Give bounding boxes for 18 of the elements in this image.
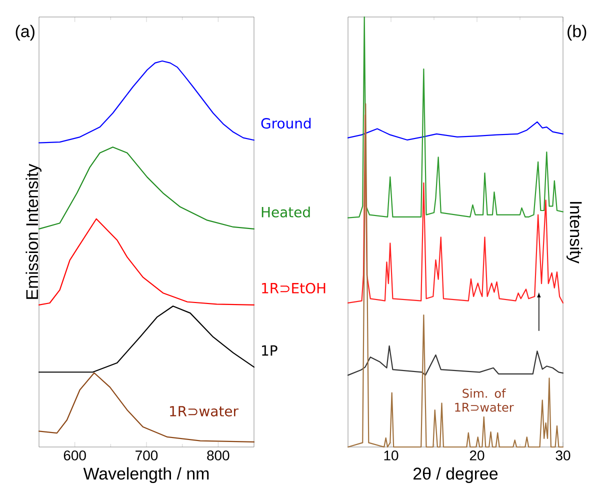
chart-title: (a) — [16, 24, 34, 41]
series-label: Sim. of 1R⊃water — [455, 388, 514, 412]
series-label: 1P — [262, 345, 278, 356]
x-tick-label: 600 — [64, 450, 86, 460]
x-axis-title: 2θ / degree — [414, 467, 498, 484]
x-tick-label: 800 — [207, 450, 230, 460]
x-tick-label: 20 — [470, 450, 484, 460]
y-axis-title: Intensity — [566, 202, 582, 264]
x-tick-label: 700 — [136, 450, 158, 460]
chart-title: (b) — [568, 24, 586, 41]
series-label: Ground — [261, 118, 311, 129]
x-axis-title: Wavelength / nm — [83, 467, 209, 484]
x-tick-label: 10 — [384, 450, 398, 460]
series-label: 1R⊃water — [170, 406, 238, 416]
series-label: 1R⊃EtOH — [262, 282, 326, 294]
series-label: Heated — [262, 206, 310, 218]
x-tick-label: 30 — [556, 450, 570, 460]
y-axis-title: Emission Intensity — [26, 164, 42, 299]
